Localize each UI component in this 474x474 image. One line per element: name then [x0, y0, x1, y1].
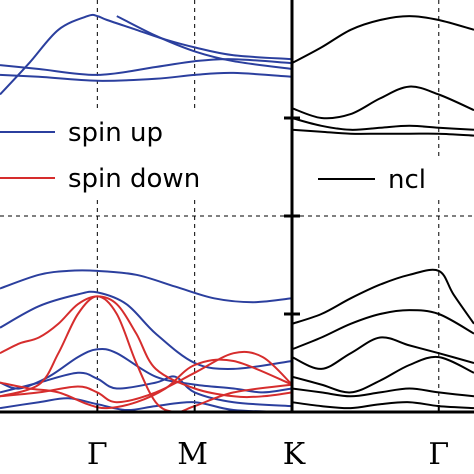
legend-label-spin-up: spin up: [68, 118, 163, 148]
right-panel-bands: [291, 15, 474, 410]
legend-left-background: [0, 112, 240, 200]
left-band-spin-down-1: [0, 295, 293, 414]
right-panel-gridlines: [292, 0, 474, 412]
right-band-ncl-6: [291, 336, 474, 370]
legend-label-ncl: ncl: [388, 165, 426, 195]
legend-label-spin-down: spin down: [68, 164, 200, 194]
x-tick-label-gamma-right: Γ: [428, 437, 449, 472]
left-band-spin-down-2: [0, 358, 293, 410]
right-band-ncl-3: [291, 128, 474, 137]
right-band-ncl-7: [291, 355, 474, 394]
right-band-ncl-0: [291, 15, 474, 64]
right-band-ncl-1: [291, 85, 474, 120]
left-band-spin-down-0: [0, 295, 293, 399]
legend-left: spin up spin down: [0, 112, 240, 200]
x-tick-label-k: K: [283, 437, 306, 472]
right-band-ncl-4: [291, 268, 474, 325]
left-band-spin-up-3: [116, 15, 293, 70]
left-band-spin-down-3: [0, 350, 293, 404]
right-band-ncl-8: [291, 387, 474, 398]
left-band-spin-up-0: [0, 13, 293, 96]
left-panel-bands: [0, 13, 293, 414]
x-tick-label-m: M: [177, 437, 208, 472]
left-band-spin-up-8: [0, 397, 293, 413]
legend-right: ncl: [306, 158, 474, 200]
left-band-spin-up-2: [0, 71, 293, 82]
left-band-spin-up-7: [0, 371, 293, 408]
left-panel-gridlines: [0, 0, 292, 412]
right-band-ncl-2: [291, 117, 474, 131]
axes-frames: [0, 0, 474, 414]
left-band-spin-up-5: [0, 290, 293, 370]
x-tick-label-gamma-left: Γ: [87, 437, 108, 472]
left-band-spin-up-4: [0, 269, 293, 304]
right-band-ncl-5: [291, 309, 474, 351]
left-band-spin-up-1: [0, 58, 293, 76]
